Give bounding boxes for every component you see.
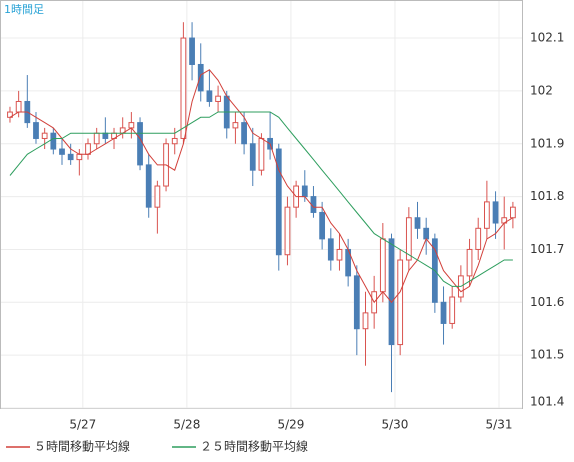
moving-average-line — [9, 111, 513, 287]
candle-body — [215, 95, 221, 102]
candle-body — [258, 137, 265, 171]
legend-label: ５時間移動平均線 — [34, 439, 130, 454]
x-tick-label: 5/27 — [69, 418, 96, 432]
y-tick-label: 101.8 — [530, 189, 564, 203]
y-tick-label: 101.4 — [530, 395, 564, 409]
candle-body — [67, 153, 74, 161]
candle-body — [327, 238, 334, 261]
candle-body — [353, 275, 360, 330]
candle-body — [50, 132, 57, 150]
candle-body — [41, 132, 48, 139]
legend-label: ２５時間移動平均線 — [200, 439, 308, 454]
candle-body — [423, 227, 430, 240]
y-tick-label: 102 — [530, 83, 553, 97]
candle-body — [189, 37, 195, 65]
candle-body — [284, 206, 291, 256]
candle-body — [206, 90, 213, 102]
candle-body — [405, 217, 412, 261]
candle-body — [15, 100, 22, 113]
candle-body — [76, 153, 83, 161]
candle-body — [492, 201, 499, 224]
candle-body — [510, 206, 516, 219]
moving-average-line — [9, 69, 514, 304]
candle-body — [336, 248, 343, 261]
y-tick-label: 101.6 — [530, 295, 564, 309]
x-tick-label: 5/28 — [173, 418, 200, 432]
candle-body — [483, 201, 490, 229]
candle-body — [180, 37, 187, 139]
candle-body — [128, 122, 135, 129]
y-tick-label: 101.9 — [530, 136, 564, 150]
x-tick-label: 5/31 — [486, 418, 513, 432]
candle-body — [275, 148, 282, 256]
candle-body — [197, 63, 204, 92]
candle-body — [145, 164, 152, 208]
chart-title: 1時間足 — [4, 3, 44, 16]
candle-body — [362, 312, 369, 330]
candle-body — [440, 301, 447, 324]
y-tick-label: 101.7 — [530, 242, 564, 256]
x-tick-label: 5/30 — [381, 418, 408, 432]
plot-frame — [0, 0, 523, 409]
candle-body — [319, 211, 326, 240]
candle-body — [93, 132, 100, 145]
candle-body — [59, 148, 65, 155]
candle-body — [466, 248, 473, 277]
candle-body — [232, 122, 239, 129]
candle-body — [137, 122, 143, 166]
candle-body — [171, 137, 178, 145]
candle-body — [102, 132, 109, 139]
candle-body — [475, 227, 482, 250]
candle-body — [301, 185, 308, 198]
candle-body — [449, 296, 456, 324]
y-tick-label: 102.1 — [530, 31, 564, 45]
candle-body — [379, 238, 386, 293]
candle-body — [397, 259, 404, 346]
x-tick-label: 5/29 — [277, 418, 304, 432]
candle-body — [154, 185, 161, 208]
candle-body — [33, 122, 39, 139]
y-tick-label: 101.5 — [530, 348, 564, 362]
candle-body — [414, 217, 421, 229]
candle-body — [249, 143, 256, 171]
candle-body — [241, 122, 247, 145]
candle-body — [388, 238, 395, 346]
candle-body — [7, 111, 13, 118]
